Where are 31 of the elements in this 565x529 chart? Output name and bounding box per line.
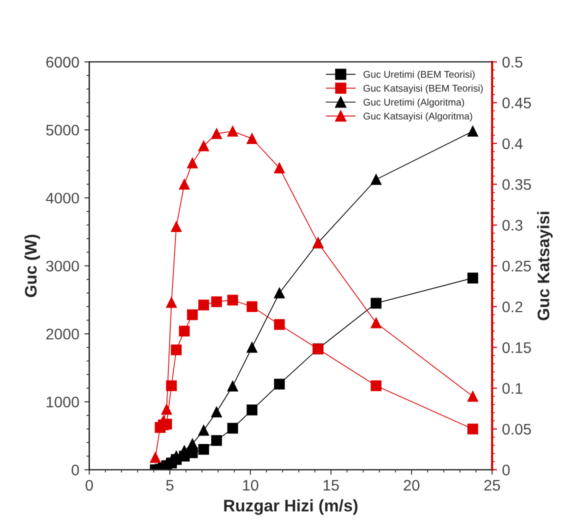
y-tick-label: 0: [72, 464, 79, 476]
y2-tick-label: 0.45: [502, 98, 531, 108]
legend-label: Guc Uretimi (BEM Teorisi): [364, 70, 475, 80]
y2-axis-title: Guc Katsayisi: [537, 212, 553, 320]
y-tick-label: 4000: [46, 192, 79, 204]
y2-tick-label: 0.2: [502, 301, 522, 312]
y-tick-label: 3000: [46, 260, 79, 272]
y2-tick-label: 0.4: [502, 138, 523, 150]
y2-tick-label: 0.25: [502, 260, 531, 272]
x-axis-title: Ruzgar Hizi (m/s): [224, 499, 358, 515]
y2-tick-label: 0.1: [502, 383, 522, 394]
x-tick-label: 25: [484, 480, 500, 491]
legend-label: Guc Katsayisi (Algoritma): [364, 112, 472, 122]
x-tick-label: 10: [243, 480, 258, 491]
y2-tick-label: 0.15: [502, 342, 531, 354]
legend-label: Guc Uretimi (Algoritma): [364, 98, 464, 108]
x-tick-label: 15: [324, 480, 339, 491]
y-tick-label: 1000: [46, 396, 79, 408]
y2-tick-label: 0.3: [502, 220, 522, 231]
legend-label: Guc Katsayisi (BEM Teorisi): [364, 84, 483, 94]
y2-tick-label: 0.5: [502, 56, 522, 68]
x-tick-label: 0: [86, 480, 93, 491]
x-tick-label: 20: [404, 480, 420, 491]
y2-tick-label: 0: [502, 464, 510, 476]
y-axis-title: Guc (W): [24, 234, 40, 298]
y-tick-label: 6000: [46, 56, 79, 68]
y-tick-label: 5000: [46, 124, 79, 136]
y-tick-label: 2000: [46, 328, 79, 340]
x-tick-label: 5: [166, 480, 174, 491]
y2-tick-label: 0.05: [502, 424, 531, 435]
y2-tick-label: 0.35: [502, 179, 531, 190]
